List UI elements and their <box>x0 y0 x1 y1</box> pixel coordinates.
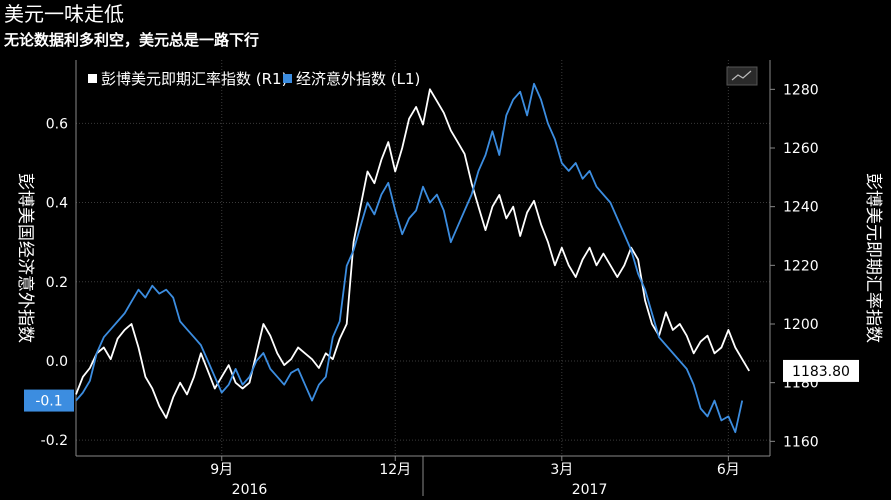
chart-subtitle: 无论数据利多利空，美元总是一路下行 <box>4 31 260 49</box>
legend: 彭博美元即期汇率指数 (R1) 经济意外指数 (L1) <box>88 66 758 88</box>
right-tick-label: 1220 <box>783 258 819 274</box>
legend-swatch-2 <box>283 74 292 83</box>
gridlines <box>76 60 770 456</box>
x-tick-label: 3月 <box>550 462 573 478</box>
series-group <box>75 82 750 434</box>
left-tick-label: 0.6 <box>46 116 68 132</box>
chart-type-icon <box>726 66 758 86</box>
last-value-box-r1 <box>783 359 859 382</box>
left-tick-label: -0.2 <box>41 433 68 449</box>
last-value-label-l1: -0.1 <box>35 394 62 410</box>
right-tick-label: 1280 <box>783 82 819 98</box>
year-label: 2016 <box>232 482 268 498</box>
left-tick-label: 0.0 <box>46 354 68 370</box>
x-tick-label: 9月 <box>210 462 233 478</box>
legend-swatch-1 <box>88 74 97 83</box>
legend-label-1: 彭博美元即期汇率指数 (R1) <box>101 70 287 88</box>
left-tick-label: 0.4 <box>46 196 68 212</box>
year-label: 2017 <box>572 482 608 498</box>
axes: 0.60.40.20.0-0.2128012601240122012001180… <box>15 60 883 498</box>
last-value-label-r1: 1183.80 <box>792 364 850 380</box>
right-tick-label: 1160 <box>783 434 819 450</box>
x-tick-label: 6月 <box>717 462 740 478</box>
right-tick-label: 1200 <box>783 317 819 333</box>
last-value-box-l1 <box>24 389 74 412</box>
right-tick-label: 1260 <box>783 141 819 157</box>
line-chart-icon <box>731 70 752 81</box>
series-line-2 <box>75 82 744 434</box>
legend-label-2: 经济意外指数 (L1) <box>296 70 420 88</box>
right-tick-label: 1240 <box>783 200 819 216</box>
chart-title: 美元一味走低 <box>4 2 124 26</box>
series-line-1 <box>75 88 750 419</box>
left-axis-title: 彭博美国经济意外指数 <box>15 173 35 343</box>
left-tick-label: 0.2 <box>46 275 68 291</box>
value-labels: 1183.80 -0.1 <box>24 359 859 412</box>
right-axis-title: 彭博美元即期汇率指数 <box>863 173 883 343</box>
x-tick-label: 12月 <box>379 462 411 478</box>
